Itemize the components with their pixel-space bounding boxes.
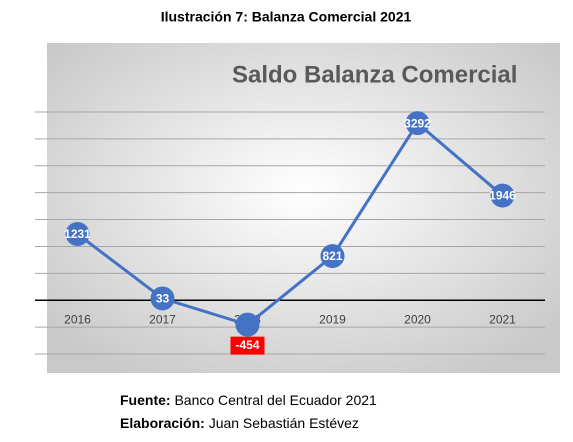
data-label: 3292 (404, 116, 431, 130)
marker (235, 312, 260, 337)
x-tick-label: 2019 (319, 312, 346, 326)
data-label: 33 (156, 292, 170, 306)
source-label: Fuente: (120, 392, 171, 408)
source-line: Fuente: Banco Central del Ecuador 2021 (120, 392, 377, 408)
data-label: -454 (235, 338, 259, 352)
data-label-box (230, 336, 265, 355)
x-tick-label: 2016 (64, 312, 91, 326)
data-label: 1946 (489, 189, 516, 203)
marker (150, 286, 175, 311)
data-label: 821 (322, 249, 342, 263)
chart: Ilustración 7: Balanza Comercial 2021 Sa… (35, 9, 560, 373)
author-label: Elaboración: (120, 415, 205, 431)
x-tick-label: 2021 (489, 312, 516, 326)
data-label: 1231 (64, 227, 91, 241)
x-tick-label: 2020 (404, 312, 431, 326)
author-line: Elaboración: Juan Sebastián Estévez (120, 415, 359, 431)
marker (405, 111, 430, 136)
x-tick-label: 2017 (149, 312, 176, 326)
author: Juan Sebastián Estévez (208, 415, 359, 431)
chart-background (47, 43, 560, 373)
line (76, 120, 504, 327)
marker (490, 183, 515, 208)
marker (65, 222, 90, 247)
chart-title: Saldo Balanza Comercial (232, 61, 517, 88)
marker (320, 244, 345, 269)
source: Banco Central del Ecuador 2021 (174, 392, 377, 408)
caption: Ilustración 7: Balanza Comercial 2021 (161, 9, 412, 25)
